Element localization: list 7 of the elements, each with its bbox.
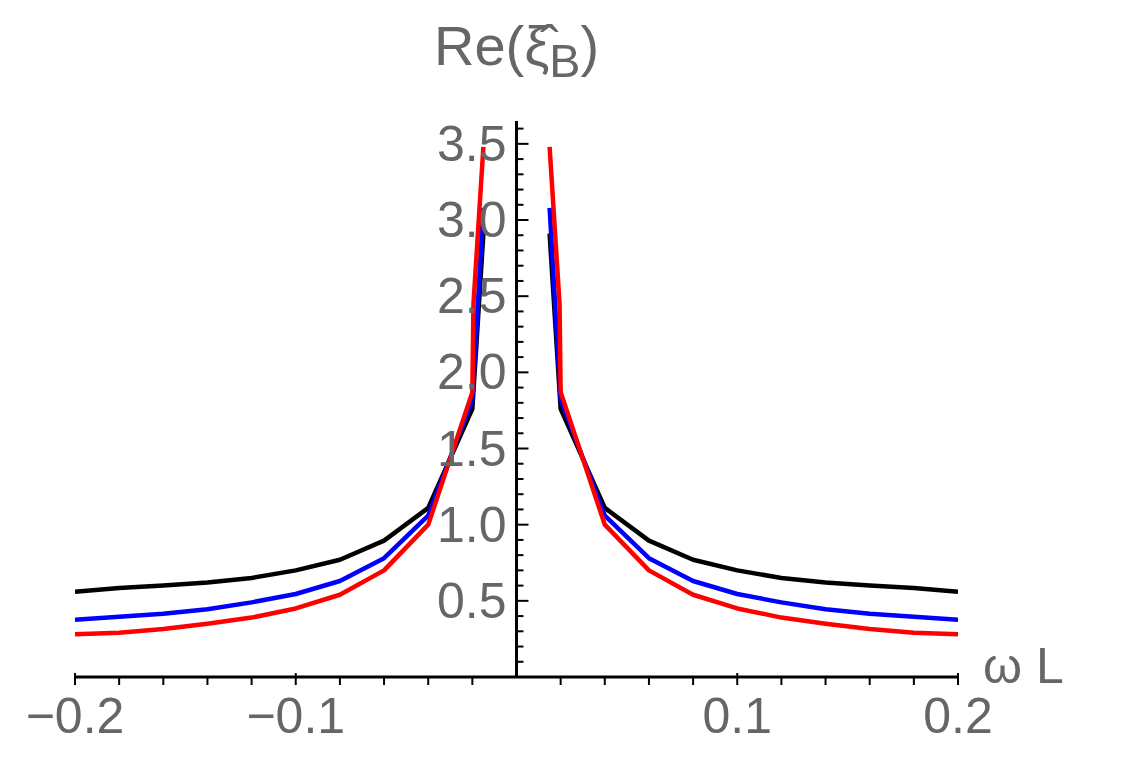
y-tick-label: 1.0	[436, 496, 507, 553]
x-tick-label: 0.1	[702, 688, 773, 744]
x-tick-label: −0.1	[246, 688, 346, 744]
x-tick-label: −0.2	[25, 688, 125, 744]
y-tick-label: 3.5	[436, 115, 507, 172]
y-axis-title: Re(ξ̂$_{B}$)	[432, 13, 601, 89]
y-tick-label: 0.5	[436, 572, 507, 629]
